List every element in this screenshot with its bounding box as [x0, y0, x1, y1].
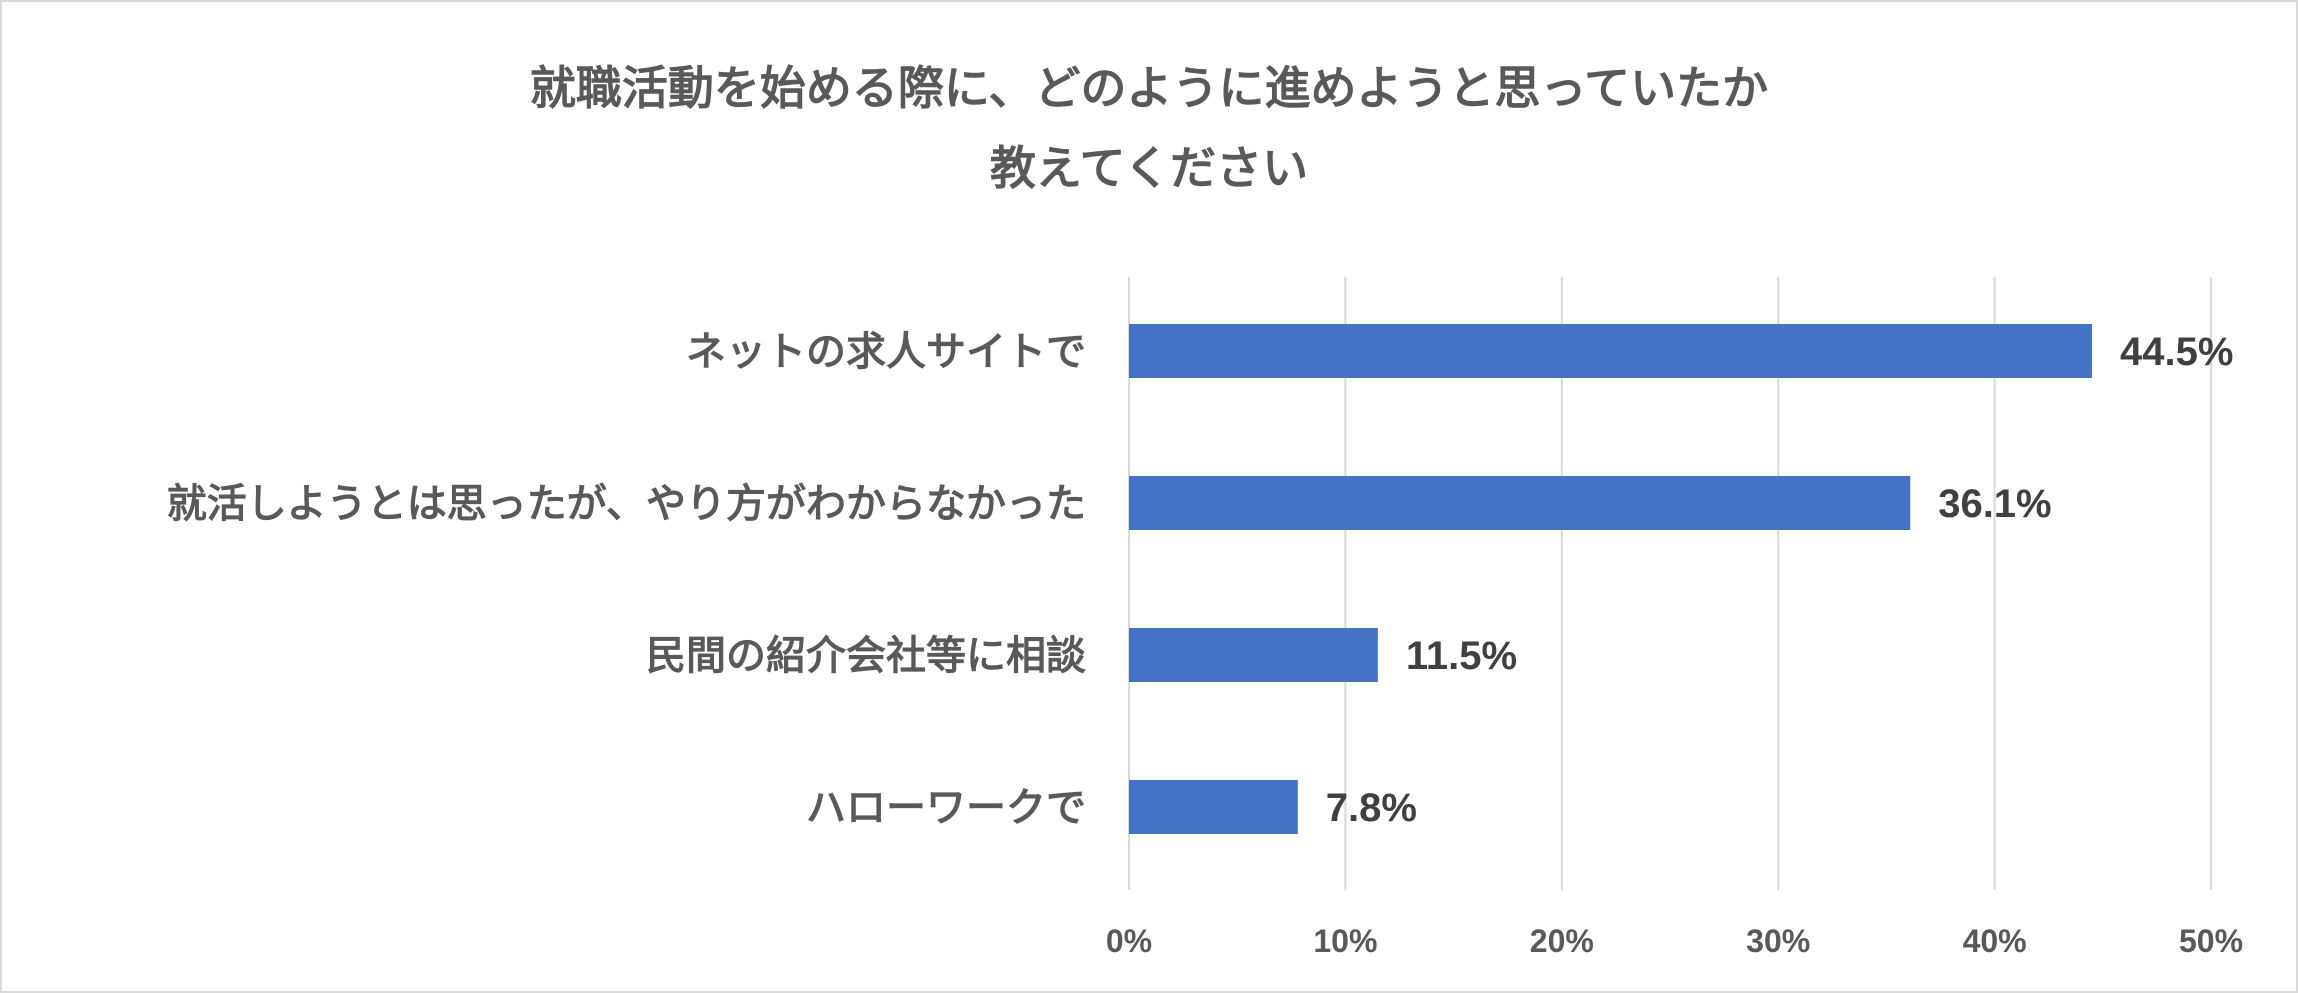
x-tick-label: 10%	[1313, 923, 1377, 959]
x-tick-label: 30%	[1746, 923, 1810, 959]
data-label: 7.8%	[1326, 786, 1417, 830]
category-label: 民間の紹介会社等に相談	[646, 633, 1086, 679]
category-label: 就活しようとは思ったが、やり方がわからなかった	[167, 481, 1086, 527]
x-tick-label: 40%	[1963, 923, 2027, 959]
bar	[1129, 628, 1378, 682]
chart-title-line2: 教えてください	[989, 141, 1309, 195]
bar	[1129, 324, 2092, 378]
x-tick-label: 0%	[1106, 923, 1152, 959]
data-label: 36.1%	[1938, 482, 2051, 526]
category-label: ハローワークで	[806, 785, 1086, 831]
bar	[1129, 780, 1298, 834]
data-label: 44.5%	[2120, 330, 2233, 374]
bar	[1129, 476, 1911, 530]
category-label: ネットの求人サイトで	[686, 329, 1086, 375]
data-label: 11.5%	[1406, 634, 1517, 678]
chart-title: 就職活動を始める際に、どのように進めようと思っていたか 教えてください	[0, 48, 2298, 208]
x-tick-label: 50%	[2179, 923, 2243, 959]
x-tick-label: 20%	[1530, 923, 1594, 959]
chart-title-line1: 就職活動を始める際に、どのように進めようと思っていたか	[529, 61, 1769, 115]
